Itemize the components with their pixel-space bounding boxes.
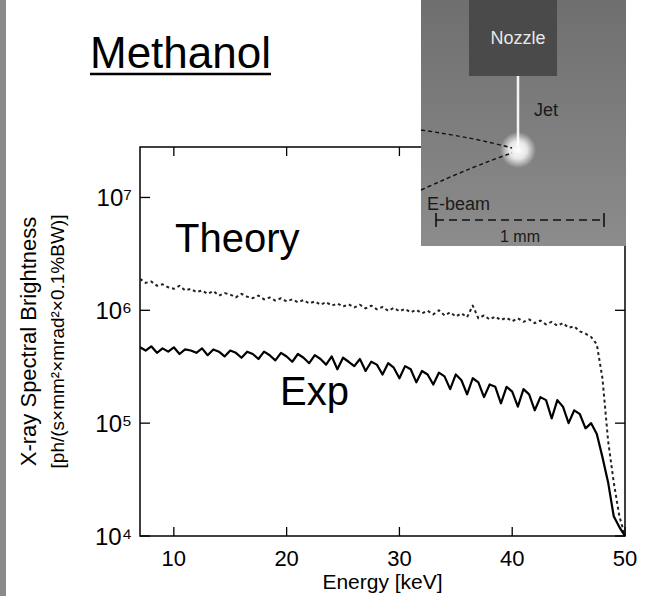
scale-bar-cap	[603, 213, 605, 227]
y-tick	[615, 310, 625, 311]
y-tick-label: 10⁷	[97, 184, 132, 211]
y-axis-title: X-ray Spectral Brightness	[16, 217, 41, 466]
x-tick	[286, 527, 287, 536]
e-beam-shape	[421, 130, 512, 148]
y-tick-label: 10⁴	[95, 523, 132, 550]
inset-label: E-beam	[427, 194, 490, 214]
x-tick	[173, 147, 174, 156]
series-group	[140, 279, 625, 536]
y-tick-label: 10⁵	[95, 410, 132, 437]
y-tick	[140, 535, 150, 536]
scale-bar	[436, 219, 604, 221]
x-tick-label: 20	[274, 546, 298, 571]
inset-label: Nozzle	[490, 28, 545, 48]
series-line	[140, 279, 625, 536]
y-tick-label: 10⁶	[95, 297, 132, 324]
inset: Nozzle Jet E-beam 1 mm	[421, 0, 626, 246]
x-tick	[512, 527, 513, 536]
x-tick	[173, 527, 174, 536]
series-label: Exp	[280, 369, 349, 413]
x-axis-title: Energy [keV]	[322, 570, 442, 593]
chart: Methanol 10 20 30 40 50 10⁴ 10⁵ 10⁶ 10⁷ X-ray Spec…	[0, 0, 657, 596]
edge-bar	[0, 0, 6, 596]
scale-bar-label: 1 mm	[500, 228, 540, 245]
x-tick	[286, 147, 287, 156]
title: Methanol	[90, 28, 271, 77]
series-label: Theory	[175, 216, 300, 260]
x-tick-label: 50	[613, 546, 637, 571]
x-tick-label: 30	[387, 546, 411, 571]
scale-bar-cap	[435, 213, 437, 227]
x-tick-label: 40	[500, 546, 524, 571]
y-axis-title: [ph/(s×mm²×mrad²×0.1%BW)]	[47, 215, 68, 469]
inset-background	[421, 0, 626, 246]
y-tick	[140, 423, 150, 424]
x-tick	[399, 147, 400, 156]
interaction-spot	[500, 132, 536, 168]
title-underline	[90, 73, 271, 76]
inset-label: Jet	[534, 100, 558, 120]
nozzle-shape	[469, 0, 557, 76]
y-tick	[140, 197, 150, 198]
x-tick	[399, 527, 400, 536]
x-tick-label: 10	[162, 546, 186, 571]
y-tick	[615, 423, 625, 424]
series-line	[140, 346, 625, 536]
e-beam-shape	[421, 153, 512, 190]
y-tick	[140, 310, 150, 311]
